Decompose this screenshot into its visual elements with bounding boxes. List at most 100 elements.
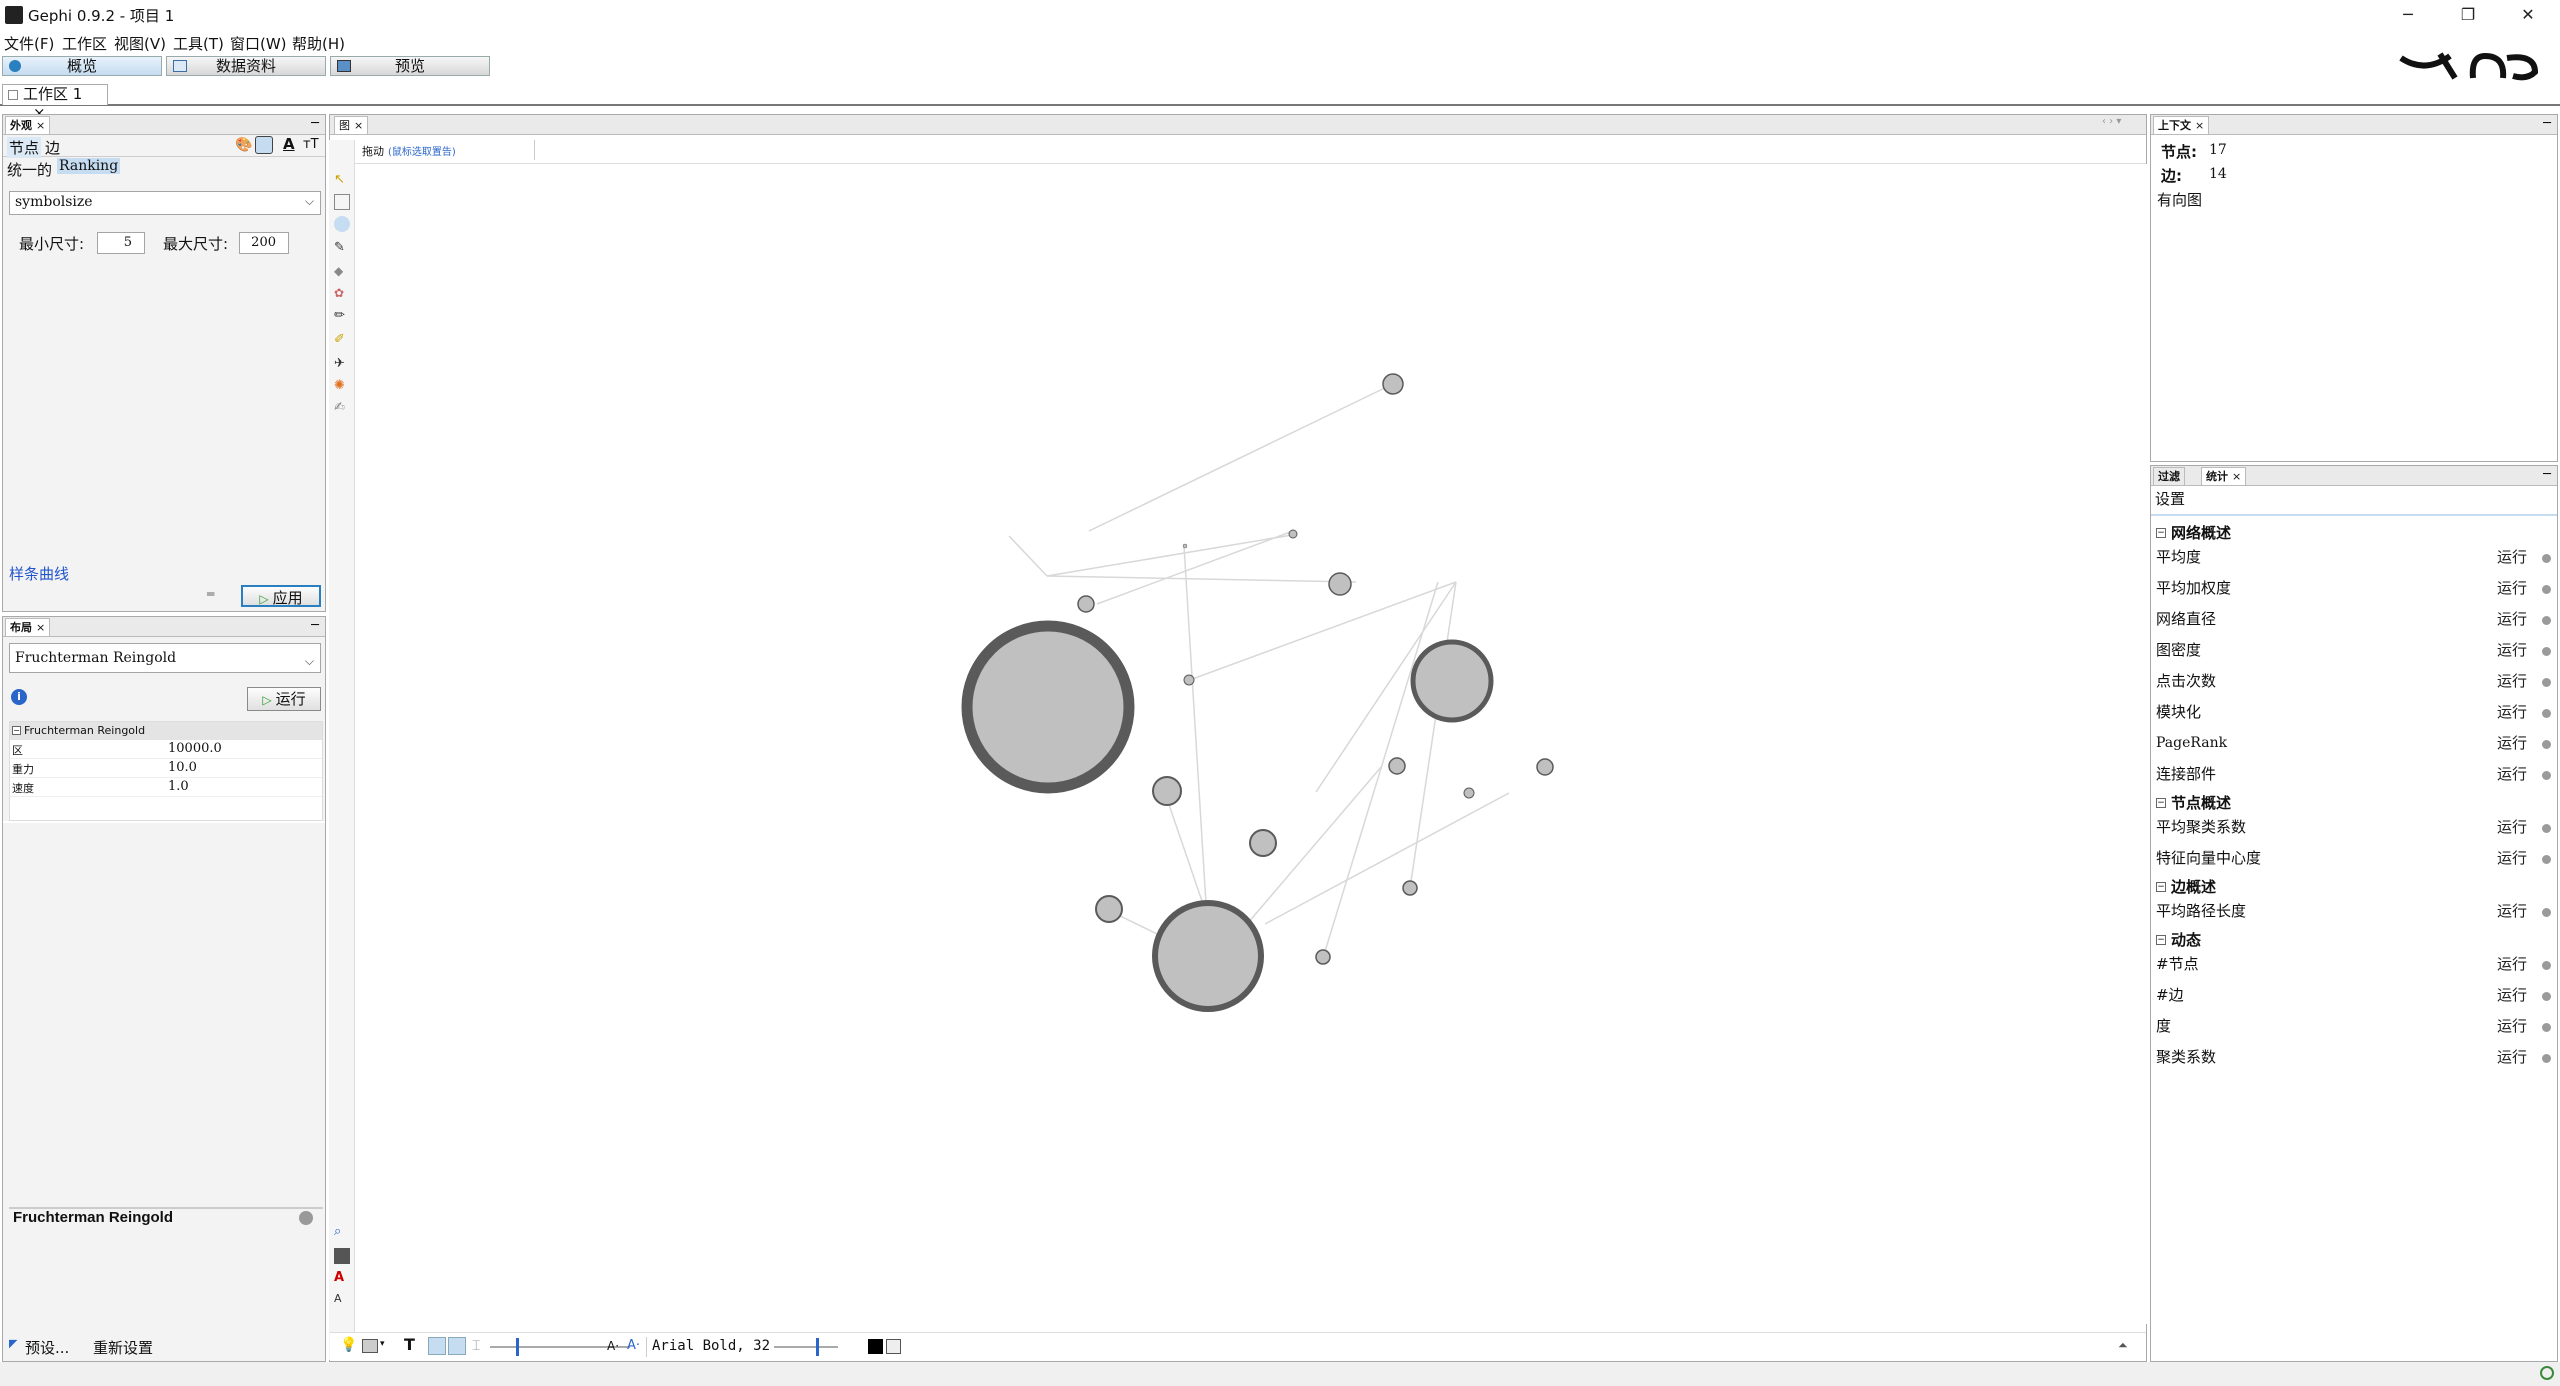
light-bulb-icon[interactable]: 💡 (340, 1337, 358, 1353)
menu-window[interactable]: 窗口(W) (230, 35, 287, 53)
appearance-close-icon[interactable]: × (36, 119, 46, 132)
graph-node[interactable] (1382, 373, 1404, 395)
run-button[interactable]: 运行 (2496, 986, 2527, 1004)
settings-link[interactable]: 设置 (2155, 490, 2186, 508)
section-edge-overview[interactable]: − 边概述 (2156, 878, 2217, 896)
edge-label-icon[interactable]: ⌶ (472, 1338, 481, 1354)
tab-unique[interactable]: 统一的 (7, 161, 53, 179)
run-button[interactable]: 运行 (2496, 902, 2527, 920)
context-tab[interactable]: 上下文 × (2153, 116, 2210, 134)
screenshot-icon[interactable] (362, 1339, 378, 1353)
layout-tab[interactable]: 布局 × (5, 618, 51, 636)
info-icon[interactable]: i (11, 689, 27, 705)
reset-button[interactable]: 重新设置 (93, 1339, 154, 1357)
menu-workspace[interactable]: 工作区 (62, 35, 108, 53)
graph-node[interactable] (1249, 829, 1277, 857)
pencil-icon[interactable]: ✏ (334, 308, 345, 323)
run-button[interactable]: 运行 (2496, 818, 2527, 836)
workspace-tab[interactable]: 工作区 1 × (2, 84, 108, 122)
graph-node[interactable] (1410, 639, 1494, 723)
background-color-icon[interactable] (334, 1248, 350, 1264)
edge-weight-slider[interactable] (490, 1346, 630, 1348)
run-button[interactable]: 运行 (2496, 1048, 2527, 1066)
layout-close-icon[interactable]: × (36, 621, 46, 634)
zoom-icon[interactable]: ⌕ (334, 1224, 342, 1239)
select-cursor-icon[interactable]: ↖ (334, 172, 345, 187)
graph-node[interactable] (1402, 880, 1418, 896)
label-font-button[interactable]: Arial Bold, 32 (652, 1338, 771, 1354)
close-button[interactable]: ✕ (2521, 5, 2535, 24)
size-brush-icon[interactable]: ◆ (334, 264, 344, 278)
run-button[interactable]: 运行 (2496, 849, 2527, 867)
minimize-panel-icon[interactable]: ─ (311, 116, 319, 131)
edge-color-icon[interactable] (448, 1337, 466, 1355)
graph-close-icon[interactable]: × (354, 119, 364, 132)
label-size-icon[interactable]: тT (303, 137, 319, 152)
mode-data-lab-tab[interactable]: 数据资料 (166, 56, 326, 76)
painter-icon[interactable]: ✿ (334, 286, 345, 300)
minimize-panel-icon[interactable]: ─ (2543, 116, 2551, 131)
label-color-icon[interactable]: A (334, 1270, 345, 1285)
palette-toggle-icon[interactable]: ═ (207, 587, 215, 601)
max-size-input[interactable]: 200 (239, 232, 289, 254)
minimize-panel-icon[interactable]: ─ (2543, 467, 2551, 482)
drag-hand-icon[interactable] (334, 216, 350, 232)
brush-icon[interactable]: ✎ (334, 240, 345, 255)
run-button[interactable]: 运行 (2496, 734, 2527, 752)
run-button[interactable]: 运行 (2496, 548, 2527, 566)
spline-link[interactable]: 样条曲线 (9, 565, 70, 583)
font-size-icon[interactable]: A· (607, 1339, 620, 1353)
graph-canvas[interactable] (357, 164, 2147, 1324)
graph-node[interactable] (961, 620, 1135, 794)
label-settings-icon[interactable] (886, 1339, 901, 1354)
filter-tab[interactable]: 过滤 (2153, 467, 2185, 485)
shortest-path-icon[interactable]: ✈ (334, 356, 345, 371)
stats-settings-row[interactable]: 设置 (2151, 486, 2557, 516)
property-group[interactable]: − Fruchterman Reingold (10, 722, 322, 740)
slider-thumb[interactable] (516, 1338, 519, 1356)
section-node-overview[interactable]: − 节点概述 (2156, 794, 2232, 812)
section-network-overview[interactable]: − 网络概述 (2156, 524, 2232, 542)
label-size-icon[interactable]: A (334, 1292, 342, 1305)
graph-node[interactable] (1315, 949, 1331, 965)
run-button[interactable]: 运行 (2496, 955, 2527, 973)
label-color-icon[interactable]: A (283, 135, 295, 153)
graph-node[interactable] (1077, 595, 1095, 613)
run-layout-button[interactable]: ▷ 运行 (247, 687, 321, 711)
minimize-panel-icon[interactable]: ─ (311, 618, 319, 633)
min-size-input[interactable]: 5 (97, 232, 145, 254)
edge-pencil-icon[interactable]: ✐ (334, 332, 345, 347)
graph-node[interactable] (1463, 787, 1475, 799)
notification-icon[interactable] (2540, 1366, 2554, 1380)
text-tool-icon[interactable]: T (404, 1335, 415, 1354)
run-button[interactable]: 运行 (2496, 672, 2527, 690)
run-button[interactable]: 运行 (2496, 579, 2527, 597)
property-row[interactable]: 速度 1.0 (10, 778, 322, 797)
graph-node[interactable] (1288, 529, 1298, 539)
graph-node[interactable] (1152, 900, 1264, 1012)
run-button[interactable]: 运行 (2496, 610, 2527, 628)
menu-file[interactable]: 文件(F) (4, 35, 55, 53)
graph-node[interactable] (1095, 895, 1123, 923)
statistics-tab[interactable]: 统计 × (2201, 467, 2247, 485)
edit-icon[interactable]: ✍ (334, 400, 345, 415)
apply-button[interactable]: ▷ 应用 (241, 585, 321, 607)
ranking-attribute-select[interactable]: symbolsize ⌵ (9, 191, 321, 215)
graph-node[interactable] (1328, 572, 1352, 596)
rectangle-select-icon[interactable] (334, 194, 350, 210)
size-icon[interactable] (255, 136, 273, 154)
graph-node[interactable] (1388, 757, 1406, 775)
collapse-icon[interactable]: − (2156, 798, 2166, 808)
graph-node[interactable] (1152, 776, 1182, 806)
tab-ranking[interactable]: Ranking (57, 158, 121, 174)
palette-icon[interactable]: 🎨 (235, 137, 253, 153)
context-close-icon[interactable]: × (2195, 119, 2205, 132)
collapse-icon[interactable]: − (2156, 528, 2166, 538)
graph-node[interactable] (1182, 543, 1188, 549)
edge-icon[interactable] (428, 1337, 446, 1355)
tab-nodes[interactable]: 节点 (7, 137, 42, 158)
expand-icon[interactable]: ⏶ (2118, 1338, 2128, 1352)
property-row[interactable]: 区 10000.0 (10, 740, 322, 759)
graph-node[interactable] (1536, 758, 1554, 776)
mode-overview-tab[interactable]: 概览 (2, 56, 162, 76)
